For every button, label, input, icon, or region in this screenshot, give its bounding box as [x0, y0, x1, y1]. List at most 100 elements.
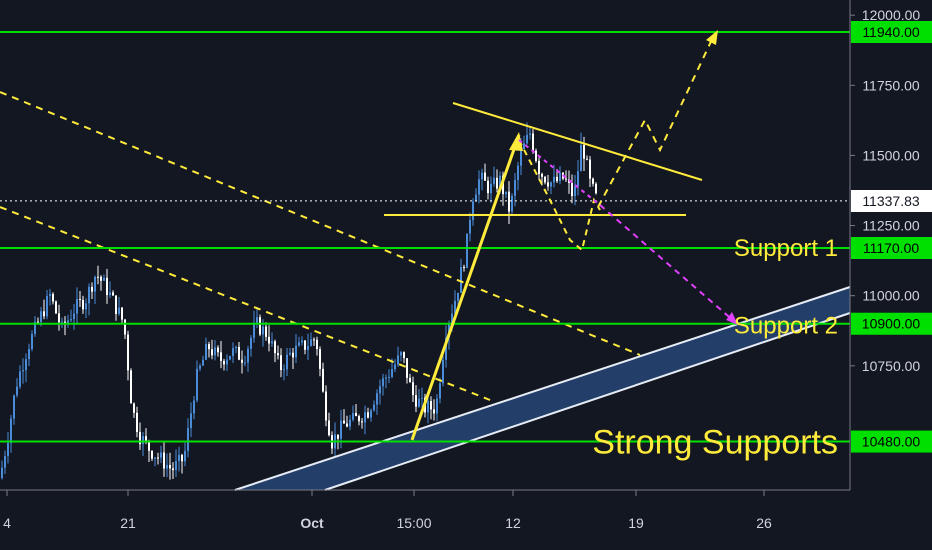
- candle-body: [346, 423, 348, 427]
- candle-body: [43, 311, 45, 317]
- candle-body: [400, 352, 402, 356]
- candle-body: [61, 321, 63, 323]
- candle-body: [37, 321, 39, 323]
- candle-body: [481, 172, 483, 180]
- candle-body: [217, 347, 219, 353]
- candle-body: [1, 467, 3, 479]
- candle-body: [154, 457, 156, 459]
- candle-body: [40, 311, 42, 323]
- magenta-arrow-head: [726, 312, 738, 325]
- candle-body: [577, 171, 579, 187]
- candle-body: [538, 160, 540, 174]
- time-tick-label: 12: [505, 515, 521, 531]
- candle-body: [574, 186, 576, 197]
- candle-body: [190, 413, 192, 428]
- level-annotations: Support 1 Support 2 Strong Supports: [592, 235, 838, 462]
- candle-body: [484, 172, 486, 181]
- candle-body: [547, 182, 549, 187]
- price-tick-label: 11500.00: [862, 147, 920, 163]
- candle-body: [298, 342, 300, 346]
- candle-body: [295, 345, 297, 358]
- candle-body: [31, 333, 33, 350]
- candle-body: [79, 299, 81, 301]
- candle-body: [28, 349, 30, 360]
- time-tick-label: Oct: [300, 515, 324, 531]
- candle-body: [163, 452, 165, 469]
- candle-body: [118, 307, 120, 314]
- candle-body: [487, 180, 489, 194]
- candle-body: [472, 201, 474, 220]
- candle-body: [565, 178, 567, 180]
- candle-body: [85, 303, 87, 310]
- candle-body: [253, 322, 255, 338]
- candle-body: [166, 464, 168, 469]
- candle-body: [112, 292, 114, 296]
- dashed-trendline-upper: [0, 91, 641, 356]
- candle-body: [88, 286, 90, 304]
- candle-body: [529, 133, 531, 135]
- candle-body: [469, 219, 471, 234]
- candle-body: [196, 368, 198, 401]
- candle-body: [442, 359, 444, 384]
- candle-body: [139, 432, 141, 445]
- candle-body: [313, 339, 315, 341]
- candle-body: [493, 177, 495, 184]
- level-badges: 11940.00 11170.00 10900.00 10480.00: [851, 21, 932, 453]
- candle-body: [403, 352, 405, 359]
- candle-body: [514, 180, 516, 196]
- candle-body: [583, 144, 585, 159]
- candle-body: [226, 359, 228, 365]
- candle-body: [274, 341, 276, 354]
- candle-body: [406, 358, 408, 378]
- candle-body: [13, 395, 15, 419]
- candle-body: [127, 334, 129, 371]
- candle-body: [121, 307, 123, 320]
- candle-body: [550, 182, 552, 187]
- candle-body: [409, 377, 411, 383]
- candle-body: [340, 420, 342, 439]
- triangle-pattern: [384, 30, 738, 441]
- candle-body: [595, 183, 597, 194]
- candle-body: [526, 134, 528, 144]
- candle-body: [115, 295, 117, 314]
- candle-body: [322, 368, 324, 392]
- candle-body: [289, 352, 291, 355]
- candle-body: [571, 182, 573, 197]
- candle-body: [307, 345, 309, 350]
- level-annotation: Support 1: [734, 235, 838, 262]
- candle-body: [67, 320, 69, 325]
- candle-body: [463, 267, 465, 269]
- candle-body: [328, 420, 330, 436]
- candle-body: [214, 347, 216, 356]
- candle-body: [256, 317, 258, 323]
- level-annotation: Support 2: [734, 313, 838, 340]
- candle-body: [97, 276, 99, 278]
- candle-body: [316, 339, 318, 350]
- candle-body: [148, 440, 150, 451]
- price-axis-panel[interactable]: [850, 0, 932, 550]
- current-price-label: 11337.83: [862, 193, 920, 209]
- pattern-upper-line: [452, 102, 703, 181]
- price-tick-label: 11000.00: [862, 288, 920, 304]
- candle-body: [259, 317, 261, 335]
- candle-body: [136, 412, 138, 433]
- candle-body: [385, 377, 387, 379]
- candle-body: [151, 450, 153, 459]
- price-tick-label: 12000.00: [862, 7, 921, 23]
- candle-body: [205, 344, 207, 360]
- candle-body: [202, 359, 204, 366]
- candle-body: [418, 398, 420, 407]
- candle-body: [232, 348, 234, 357]
- candle-body: [262, 326, 264, 335]
- candle-body: [445, 337, 447, 360]
- magenta-projection-line: [599, 204, 736, 323]
- candle-body: [466, 233, 468, 268]
- level-badge: [851, 312, 932, 335]
- dashed-trendline-lower: [0, 206, 491, 401]
- candle-body: [535, 150, 537, 161]
- candle-body: [46, 295, 48, 317]
- candle-body: [352, 412, 354, 420]
- level-badge: [851, 430, 932, 453]
